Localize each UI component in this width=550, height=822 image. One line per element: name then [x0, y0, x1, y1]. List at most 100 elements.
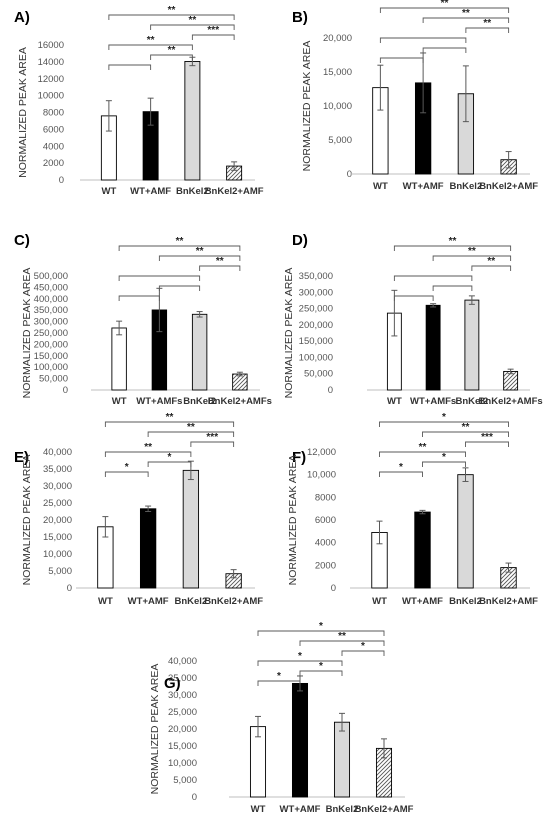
y-axis-label: NORMALIZED PEAK AREA: [301, 41, 313, 172]
x-tick-label: WT: [387, 396, 402, 407]
y-tick-label: 15,000: [43, 532, 72, 543]
y-axis-label: NORMALIZED PEAK AREA: [149, 664, 161, 795]
bar: [139, 508, 157, 589]
x-tick-label: WT+AMF: [280, 804, 321, 815]
y-tick-label: 40,000: [43, 447, 72, 458]
error-bar: [102, 516, 109, 538]
panel-label: G): [164, 675, 181, 692]
error-bar: [462, 65, 469, 123]
bracket-line: [393, 245, 512, 251]
bar: [184, 61, 201, 181]
y-tick-label: 14000: [38, 57, 64, 68]
x-tick-label: BnKel2: [456, 396, 489, 407]
significance-bracket: [379, 57, 424, 63]
error-bar: [430, 303, 437, 308]
y-tick-label: 350,000: [34, 305, 68, 316]
y-tick-label: 0: [331, 583, 336, 594]
bracket-line: [158, 255, 241, 261]
significance-bracket: **: [118, 236, 241, 251]
bracket-line: [104, 471, 149, 477]
y-tick-label: 250,000: [34, 328, 68, 339]
x-tick-label: WT: [101, 186, 116, 197]
y-tick-label: 100,000: [299, 352, 333, 363]
chart-panel: A) NORMALIZED PEAK AREA 0 2000 4000 6000 8000 1…: [14, 5, 264, 197]
significance-bracket: *: [257, 671, 301, 686]
significance-bracket: **: [108, 5, 235, 20]
significance-label: *: [168, 452, 172, 463]
significance-bracket: **: [299, 631, 385, 646]
significance-label: *: [298, 651, 302, 662]
panel-label: C): [14, 232, 30, 249]
significance-bracket: *: [379, 462, 423, 477]
significance-bracket: **: [465, 18, 510, 33]
y-tick-label: 2000: [315, 560, 336, 571]
significance-label: *: [442, 412, 446, 423]
significance-bracket: **: [471, 256, 512, 271]
chart-panel: E)NORMALIZED PEAK AREA 0 5,000 10,000 15,000…: [14, 412, 263, 607]
x-tick-label: WT+AMFs: [136, 396, 182, 407]
significance-label: *: [277, 671, 281, 682]
bracket-line: [199, 265, 241, 271]
bracket-line: [299, 640, 385, 646]
y-tick-label: 100,000: [34, 362, 68, 373]
y-tick-label: 25,000: [43, 498, 72, 509]
bracket-line: [379, 37, 467, 43]
significance-bracket: **: [150, 15, 235, 30]
x-tick-label: WT: [251, 804, 266, 815]
significance-bracket: **: [422, 422, 509, 437]
significance-bracket: [158, 285, 201, 291]
bracket-line: [432, 255, 512, 261]
significance-bracket: ***: [465, 432, 509, 447]
significance-label: **: [449, 236, 457, 247]
y-tick-label: 20,000: [323, 33, 352, 44]
significance-label: *: [319, 621, 323, 632]
significance-label: **: [147, 35, 155, 46]
bracket-line: [158, 285, 201, 291]
significance-bracket: [393, 295, 434, 301]
y-tick-label: 300,000: [34, 317, 68, 328]
y-tick-label: 200,000: [34, 339, 68, 350]
significance-bracket: *: [257, 651, 343, 666]
significance-bracket: **: [158, 246, 241, 261]
bar: [191, 313, 208, 391]
y-axis-label: NORMALIZED PEAK AREA: [21, 268, 33, 399]
significance-bracket: **: [147, 422, 235, 437]
bracket-line: [104, 421, 235, 427]
error-bar: [147, 97, 154, 126]
x-tick-label: WT+AMF: [130, 186, 171, 197]
significance-label: **: [188, 15, 196, 26]
panel-label: B): [292, 9, 308, 26]
error-bar: [376, 520, 383, 545]
significance-label: *: [442, 452, 446, 463]
x-tick-label: BnKel2: [449, 596, 482, 607]
significance-bracket: [432, 285, 473, 291]
bar: [457, 474, 474, 589]
significance-bracket: ***: [190, 432, 235, 447]
chart-panel: D) NORMALIZED PEAK AREA 0 50,000 100,000 150,…: [283, 232, 543, 407]
bracket-line: [379, 421, 509, 427]
y-tick-label: 30,000: [168, 690, 197, 701]
y-tick-label: 35,000: [168, 673, 197, 684]
bracket-line: [422, 431, 509, 437]
x-tick-label: WT+AMF: [403, 181, 444, 192]
significance-bracket: *: [379, 412, 509, 427]
panel-label: A): [14, 9, 30, 26]
y-tick-label: 5,000: [48, 566, 72, 577]
x-tick-label: BnKel2: [450, 181, 483, 192]
panel-label: E): [14, 449, 29, 466]
y-tick-label: 50,000: [39, 374, 68, 385]
significance-bracket: **: [108, 35, 193, 50]
y-tick-label: 20,000: [43, 515, 72, 526]
bracket-line: [257, 660, 343, 666]
y-tick-label: 0: [328, 385, 333, 396]
error-bar: [339, 712, 345, 732]
significance-label: *: [361, 641, 365, 652]
y-axis-label: NORMALIZED PEAK AREA: [17, 47, 29, 178]
y-tick-label: 10,000: [323, 101, 352, 112]
y-tick-label: 4000: [315, 538, 336, 549]
y-tick-label: 0: [63, 385, 68, 396]
bracket-line: [393, 295, 434, 301]
bar: [425, 304, 441, 391]
error-bar: [505, 151, 512, 169]
